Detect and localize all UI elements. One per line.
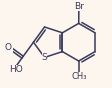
Text: O: O [5, 43, 12, 52]
Text: CH₃: CH₃ [72, 72, 87, 81]
Text: S: S [42, 53, 47, 62]
Text: HO: HO [9, 65, 23, 74]
Text: Br: Br [74, 2, 84, 11]
